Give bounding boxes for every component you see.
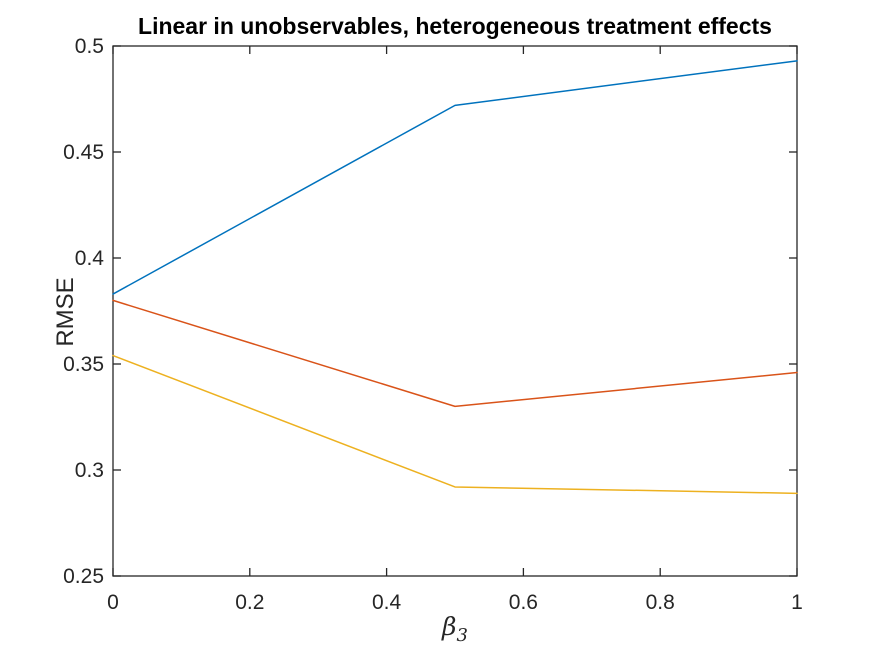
x-tick-label: 0.6 [509, 591, 538, 614]
x-tick-label: 0 [107, 591, 119, 614]
chart-title: Linear in unobservables, heterogeneous t… [138, 13, 772, 39]
y-tick-label: 0.25 [63, 565, 104, 588]
x-axis-label: β3 [113, 612, 797, 645]
axes-box [112, 45, 798, 577]
series-line [112, 354, 798, 495]
y-tick-label: 0.45 [63, 141, 104, 164]
x-tick-label: 0.4 [372, 591, 402, 614]
x-tick-label: 1 [791, 591, 803, 614]
x-tick-label: 0.8 [646, 591, 675, 614]
y-tick-label: 0.4 [75, 247, 105, 270]
x-axis-label-symbol: β [442, 612, 457, 641]
y-tick-label: 0.3 [75, 459, 104, 482]
series-line [112, 60, 798, 295]
y-tick-label: 0.5 [75, 35, 104, 58]
y-tick-label: 0.35 [63, 353, 104, 376]
x-axis-label-subscript: 3 [456, 625, 468, 646]
series-line [112, 299, 798, 408]
x-tick-label: 0.2 [235, 591, 264, 614]
y-axis-label: RMSE [52, 277, 79, 347]
